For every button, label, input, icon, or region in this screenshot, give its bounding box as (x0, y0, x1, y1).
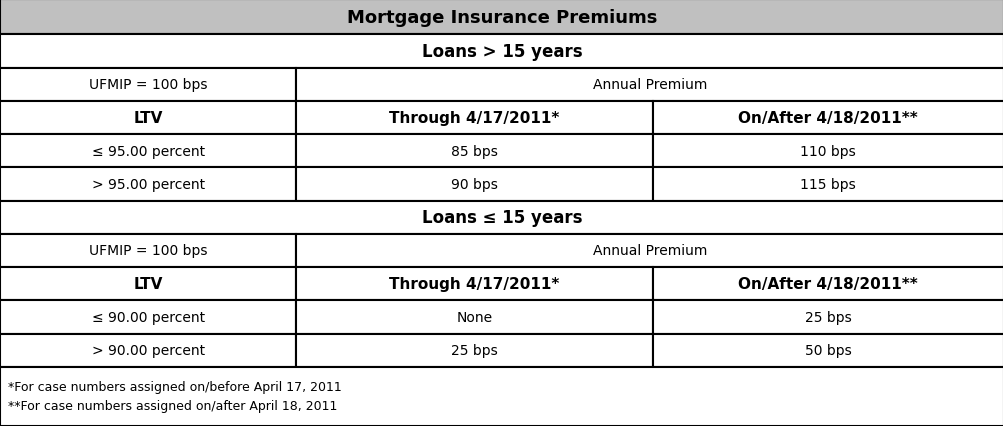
Bar (0, 35, 1003, 69)
Bar (0, 201, 1003, 234)
Bar (0, 0, 1003, 35)
Text: Through 4/17/2011*: Through 4/17/2011* (389, 111, 559, 126)
Bar (296, 234, 1003, 268)
Text: Mortgage Insurance Premiums: Mortgage Insurance Premiums (346, 9, 657, 26)
Bar (652, 334, 1003, 367)
Text: UFMIP = 100 bps: UFMIP = 100 bps (88, 244, 208, 258)
Text: 115 bps: 115 bps (799, 178, 856, 191)
Text: None: None (456, 310, 491, 324)
Bar (296, 135, 652, 168)
Bar (652, 168, 1003, 201)
Bar (296, 69, 1003, 101)
Text: UFMIP = 100 bps: UFMIP = 100 bps (88, 78, 208, 92)
Text: 25 bps: 25 bps (450, 343, 497, 357)
Text: 85 bps: 85 bps (450, 144, 497, 158)
Bar (0, 69, 296, 101)
Bar (0, 367, 1003, 426)
Text: > 95.00 percent: > 95.00 percent (91, 178, 205, 191)
Text: 90 bps: 90 bps (450, 178, 497, 191)
Bar (0, 234, 296, 268)
Text: LTV: LTV (133, 276, 162, 291)
Text: Loans > 15 years: Loans > 15 years (421, 43, 582, 61)
Text: Annual Premium: Annual Premium (593, 78, 706, 92)
Text: *For case numbers assigned on/before April 17, 2011
**For case numbers assigned : *For case numbers assigned on/before Apr… (8, 380, 341, 412)
Text: LTV: LTV (133, 111, 162, 126)
Bar (296, 168, 652, 201)
Bar (0, 135, 296, 168)
Bar (652, 268, 1003, 301)
Bar (652, 135, 1003, 168)
Bar (0, 268, 296, 301)
Text: 110 bps: 110 bps (799, 144, 856, 158)
Bar (0, 101, 296, 135)
Bar (296, 101, 652, 135)
Bar (652, 101, 1003, 135)
Bar (0, 334, 296, 367)
Text: Through 4/17/2011*: Through 4/17/2011* (389, 276, 559, 291)
Text: Annual Premium: Annual Premium (593, 244, 706, 258)
Text: Loans ≤ 15 years: Loans ≤ 15 years (421, 209, 582, 227)
Bar (296, 301, 652, 334)
Text: On/After 4/18/2011**: On/After 4/18/2011** (737, 111, 918, 126)
Text: ≤ 95.00 percent: ≤ 95.00 percent (91, 144, 205, 158)
Text: ≤ 90.00 percent: ≤ 90.00 percent (91, 310, 205, 324)
Bar (296, 334, 652, 367)
Text: On/After 4/18/2011**: On/After 4/18/2011** (737, 276, 918, 291)
Bar (0, 301, 296, 334)
Bar (296, 268, 652, 301)
Bar (0, 168, 296, 201)
Bar (652, 301, 1003, 334)
Text: > 90.00 percent: > 90.00 percent (91, 343, 205, 357)
Text: 25 bps: 25 bps (804, 310, 851, 324)
Text: 50 bps: 50 bps (804, 343, 851, 357)
